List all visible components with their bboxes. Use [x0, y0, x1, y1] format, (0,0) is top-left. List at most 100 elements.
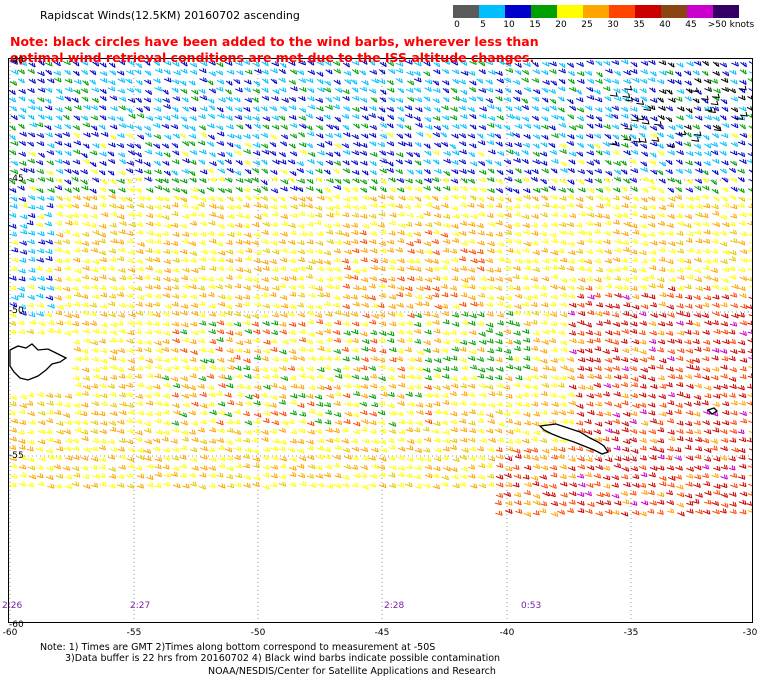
wind-barb [235, 87, 243, 93]
wind-barb [549, 105, 557, 111]
wind-barb [558, 78, 566, 85]
wind-barb [721, 86, 730, 93]
wind-barb [730, 79, 738, 85]
wind-barb [260, 132, 269, 138]
wind-barb [650, 133, 658, 139]
wind-barb [288, 114, 297, 121]
wind-barb [469, 87, 477, 93]
wind-barb [262, 124, 270, 130]
wind-barb [164, 134, 172, 140]
wind-barb [252, 116, 260, 122]
wind-barb [333, 68, 341, 74]
wind-barb [558, 122, 567, 128]
wind-barb [666, 133, 674, 140]
wind-barb [494, 123, 502, 130]
wind-barb [225, 89, 232, 95]
wind-barb [611, 114, 619, 120]
wind-barb [344, 79, 352, 85]
wind-barb [216, 79, 225, 85]
wind-barb [620, 59, 629, 65]
wind-barb [200, 106, 208, 112]
wind-barb [243, 133, 251, 139]
longitude-label: -55 [126, 628, 142, 638]
wind-barb [505, 106, 513, 112]
wind-barb [566, 99, 574, 105]
wind-barb [278, 68, 286, 75]
wind-barb [629, 134, 637, 140]
wind-barb [226, 133, 235, 139]
wind-barb [234, 114, 243, 120]
wind-barb [306, 96, 315, 102]
wind-barb [576, 71, 585, 77]
wind-barb [180, 61, 188, 67]
wind-barb [109, 134, 117, 141]
wind-barb [109, 124, 118, 130]
wind-barb [631, 97, 640, 103]
wind-barb [676, 106, 685, 112]
wind-barb [89, 79, 96, 85]
wind-barb [532, 134, 541, 140]
wind-barb [116, 116, 124, 122]
wind-barb [584, 70, 593, 76]
wind-barb [37, 78, 45, 84]
wind-barb [586, 59, 595, 65]
wind-barb [28, 78, 36, 84]
wind-barb [521, 69, 530, 76]
wind-barb [163, 69, 171, 75]
wind-barb [315, 133, 324, 139]
wind-barb [541, 106, 550, 112]
wind-barb [92, 61, 100, 67]
wind-barb [199, 95, 208, 101]
wind-barb [252, 106, 260, 112]
wind-barb [226, 69, 235, 75]
wind-barb [98, 124, 106, 130]
wind-barb [575, 123, 584, 130]
wind-barb [171, 114, 179, 120]
wind-barb [298, 123, 307, 129]
wind-barb [503, 124, 511, 131]
wind-barb [459, 97, 467, 103]
wind-barb [620, 122, 629, 128]
wind-barb [397, 88, 405, 94]
wind-barb [37, 87, 46, 93]
wind-barb [424, 124, 433, 130]
wind-barb [594, 97, 603, 103]
wind-barb [476, 133, 484, 139]
wind-barb [611, 124, 620, 130]
wind-barb [395, 97, 404, 103]
wind-barb [62, 114, 70, 121]
wind-barb [404, 59, 413, 65]
wind-barb [244, 69, 253, 75]
wind-barb [514, 69, 522, 76]
wind-barb [450, 60, 459, 66]
wind-barb [531, 115, 539, 122]
latitude-label: -50 [9, 306, 24, 316]
wind-barb [658, 60, 667, 66]
wind-barb [414, 97, 423, 103]
wind-barb [558, 132, 566, 138]
wind-barb [53, 61, 61, 67]
wind-barb [719, 62, 728, 68]
wind-barb [639, 124, 647, 131]
wind-barb [692, 70, 700, 76]
wind-barb [485, 98, 493, 104]
wind-barb [298, 96, 306, 102]
wind-barb [37, 97, 45, 103]
wind-barb [576, 61, 584, 68]
wind-barb [163, 77, 172, 83]
wind-barb [369, 124, 377, 131]
wind-barb [82, 122, 91, 128]
wind-barb [99, 105, 107, 111]
wind-barb [152, 122, 161, 129]
wind-barb [289, 69, 298, 75]
wind-barb [180, 116, 188, 122]
wind-barb [541, 116, 549, 122]
wind-barb [260, 106, 268, 112]
wind-barb [162, 97, 170, 104]
wind-barb [316, 60, 324, 66]
wind-barb [280, 134, 289, 140]
wind-barb [136, 107, 144, 113]
wind-barb [701, 70, 709, 76]
wind-barb [593, 89, 601, 95]
wind-barb [99, 115, 107, 121]
